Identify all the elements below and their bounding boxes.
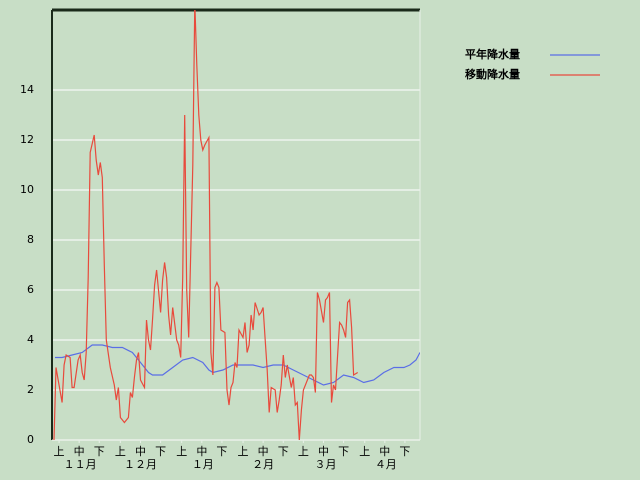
y-tick-label: 2 — [27, 383, 34, 396]
x-tick-label: 中 — [74, 445, 85, 458]
x-tick-label: 下 — [278, 445, 289, 458]
series-line — [53, 10, 359, 441]
series-line — [55, 344, 420, 386]
x-tick-label: 中 — [196, 445, 207, 458]
month-label: ２月 — [252, 458, 274, 471]
month-label: １１月 — [64, 458, 97, 471]
x-tick-label: 上 — [359, 445, 370, 458]
month-label: ４月 — [375, 458, 397, 471]
y-tick-label: 8 — [27, 233, 34, 246]
y-tick-label: 10 — [20, 183, 34, 196]
grid — [52, 89, 420, 441]
legend-label: 平年降水量 — [465, 47, 520, 61]
x-tick-label: 下 — [155, 445, 166, 458]
x-tick-label: 中 — [379, 445, 390, 458]
y-tick-label: 12 — [20, 133, 34, 146]
month-label: ３月 — [314, 458, 336, 471]
y-tick-label: 4 — [27, 333, 34, 346]
y-tick-label: 6 — [27, 283, 34, 296]
y-tick-label: 0 — [27, 433, 34, 446]
x-tick-label: 上 — [298, 445, 309, 458]
x-tick-label: 上 — [238, 445, 249, 458]
month-label: １２月 — [124, 458, 157, 471]
x-tick-label: 上 — [176, 445, 187, 458]
labels: 02468101214上中下上中下上中下上中下上中下上中下１１月 １２月 １月 ２月 ３… — [20, 47, 600, 471]
x-tick-label: 上 — [115, 445, 126, 458]
x-tick-label: 中 — [318, 445, 329, 458]
x-tick-label: 下 — [216, 445, 227, 458]
x-tick-label: 上 — [54, 445, 65, 458]
x-tick-label: 下 — [94, 445, 105, 458]
x-tick-label: 下 — [399, 445, 410, 458]
lines — [53, 10, 420, 441]
y-tick-label: 14 — [20, 83, 34, 96]
legend-label: 移動降水量 — [465, 67, 520, 81]
x-tick-label: 中 — [135, 445, 146, 458]
x-tick-label: 中 — [258, 445, 269, 458]
x-tick-label: 下 — [338, 445, 349, 458]
month-label: １月 — [192, 458, 214, 471]
